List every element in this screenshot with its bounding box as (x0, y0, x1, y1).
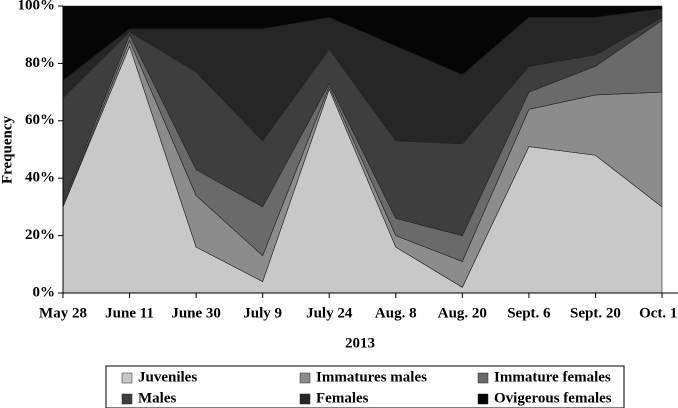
x-tick-label: May 28 (39, 305, 87, 321)
x-axis-title: 2013 (345, 335, 375, 351)
y-tick-label: 40% (25, 170, 55, 186)
x-tick-label: June 11 (105, 305, 154, 321)
x-tick-label: June 30 (171, 305, 221, 321)
y-tick-label: 0% (33, 284, 56, 300)
legend-label: Males (138, 390, 176, 406)
legend-label: Juveniles (138, 369, 197, 385)
y-axis-title: Frequency (0, 115, 15, 184)
x-tick-label: Oct. 10 (639, 305, 678, 321)
legend-label: Females (316, 390, 369, 406)
x-tick-label: Aug. 20 (438, 305, 487, 321)
x-tick-label: July 9 (243, 305, 282, 321)
legend-label: Immature females (494, 369, 611, 385)
y-tick-label: 100% (18, 0, 56, 13)
legend-swatch (121, 372, 133, 384)
legend-label: Immatures males (316, 369, 427, 385)
x-tick-label: Sept. 6 (507, 305, 551, 321)
legend-label: Ovigerous females (494, 390, 612, 406)
legend-swatch (477, 372, 489, 384)
legend-swatch (299, 393, 311, 405)
legend-box (105, 365, 625, 408)
area (62, 5, 663, 82)
legend-swatch (477, 393, 489, 405)
x-tick-label: Aug. 8 (375, 305, 417, 321)
y-tick-label: 80% (25, 55, 55, 71)
y-tick-label: 60% (25, 112, 55, 128)
x-tick-label: July 24 (306, 305, 353, 321)
x-tick-label: Sept. 20 (570, 305, 621, 321)
legend-swatch (299, 372, 311, 384)
y-tick-label: 20% (25, 227, 55, 243)
legend-swatch (121, 393, 133, 405)
